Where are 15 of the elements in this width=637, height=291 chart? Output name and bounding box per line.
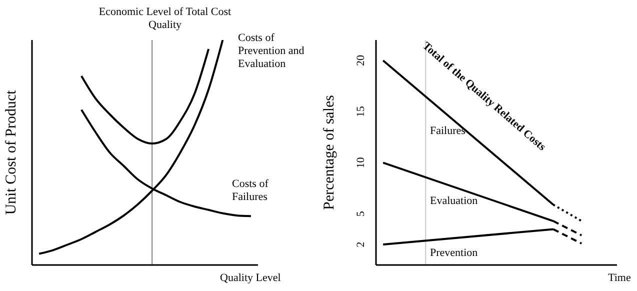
annotation: Costs of Failures: [232, 178, 270, 204]
annotation: Evaluation: [430, 195, 479, 208]
x-axis-title: Time: [608, 272, 631, 284]
y-tick-label: 20: [355, 54, 367, 66]
y-tick-label: 5: [355, 210, 367, 217]
y-tick-label: 10: [355, 156, 367, 168]
y-axis-title: Percentage of sales: [321, 94, 338, 210]
y-tick-label: 2: [355, 242, 367, 248]
text: Economic Level of Total Cost Quality: [98, 6, 232, 32]
y-tick-label: 15: [355, 106, 367, 118]
annotation: Failures: [430, 125, 466, 138]
y-axis-title: Unit Cost of Product: [3, 89, 20, 215]
x-axis-title: Quality Level: [220, 272, 281, 284]
annotation: Prevention: [430, 247, 479, 260]
annotation: Costs of Prevention and Evaluation: [238, 32, 306, 71]
